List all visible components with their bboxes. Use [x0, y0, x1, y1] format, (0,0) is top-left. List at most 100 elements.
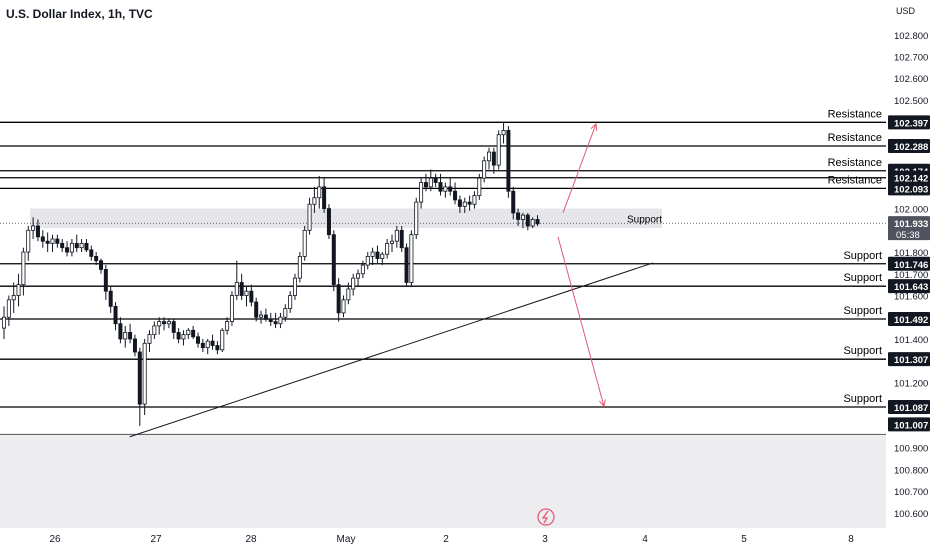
lightning-icon[interactable] [537, 508, 555, 526]
candle-down [457, 199, 462, 207]
bullish-projection-arrow-head [590, 122, 598, 131]
candle-down [74, 242, 79, 249]
price-tag [888, 139, 930, 154]
candle-down [404, 247, 409, 283]
candle-down [331, 234, 336, 286]
candle-up [482, 160, 487, 179]
candle-up [26, 229, 31, 253]
candle-down [215, 345, 220, 351]
candle-up [501, 129, 506, 136]
y-tick-label: 101.700 [894, 270, 928, 281]
y-tick-label: 102.000 [894, 205, 928, 216]
candle-up [360, 264, 365, 275]
candle-down [511, 190, 516, 214]
price-tag [888, 399, 930, 414]
price-tag [888, 181, 930, 196]
candle-down [453, 190, 458, 201]
candle-down [200, 342, 205, 349]
candle-up [292, 277, 297, 296]
price-tag-text: 101.746 [894, 260, 928, 271]
candle-down [268, 319, 273, 322]
lower-shaded-area [0, 434, 886, 528]
candle-down [491, 151, 496, 166]
candle-up [409, 234, 414, 283]
candle-down [506, 129, 511, 192]
y-tick-label: 100.600 [894, 509, 928, 520]
candle-down [273, 321, 278, 325]
candle-up [79, 242, 84, 249]
candle-up [443, 186, 448, 192]
currency-label: USD [896, 6, 916, 16]
candle-up [419, 182, 424, 203]
y-tick-label: 100.800 [894, 465, 928, 476]
resistance-label: Resistance [828, 157, 882, 169]
candle-down [195, 336, 200, 344]
price-tag [888, 311, 930, 326]
candle-up [234, 282, 239, 296]
price-tag-text: 101.643 [894, 282, 928, 293]
price-tag-text: 102.288 [894, 142, 928, 153]
candle-up [6, 299, 11, 318]
candle-down [239, 282, 244, 296]
candle-down [176, 332, 181, 340]
resistance-label: Resistance [828, 174, 882, 186]
price-tag [888, 170, 930, 185]
x-tick-label: 28 [245, 534, 257, 545]
bullish-projection-arrow [562, 123, 597, 214]
y-tick-label: 102.800 [894, 31, 928, 42]
candle-down [375, 251, 380, 259]
candle-up [2, 316, 7, 329]
bearish-projection-arrow-head [599, 399, 606, 408]
candle-down [516, 212, 521, 220]
y-tick-label: 100.700 [894, 487, 928, 498]
candle-up [341, 299, 346, 314]
candle-up [472, 195, 477, 205]
y-tick-label: 101.800 [894, 248, 928, 259]
price-axis[interactable] [886, 0, 932, 550]
candle-down [326, 208, 331, 236]
candle-up [220, 329, 225, 351]
candle-up [123, 332, 128, 340]
candle-up [50, 238, 55, 244]
support-label: Support [843, 305, 882, 317]
candle-up [278, 316, 283, 325]
candle-down [89, 249, 94, 257]
time-axis[interactable] [0, 528, 886, 550]
candle-up [530, 219, 535, 227]
candle-up [21, 251, 26, 286]
support-zone-label: Support [627, 214, 662, 225]
candle-down [45, 240, 50, 244]
candle-down [448, 186, 453, 192]
candle-up [181, 334, 186, 340]
candle-down [128, 332, 133, 340]
resistance-label: Resistance [828, 132, 882, 144]
price-tag-text: 101.087 [894, 403, 928, 414]
support-label: Support [843, 272, 882, 284]
candle-up [16, 284, 21, 296]
candle-down [254, 301, 259, 318]
candle-up [283, 308, 288, 318]
price-tag-text: 102.142 [894, 174, 928, 185]
candle-up [147, 334, 152, 344]
lightning-icon-bolt [541, 510, 549, 524]
x-tick-label: May [337, 534, 356, 545]
x-tick-label: 2 [443, 534, 449, 545]
candle-up [186, 329, 191, 336]
candle-down [467, 201, 472, 205]
candle-down [99, 260, 104, 270]
y-tick-label: 100.900 [894, 444, 928, 455]
candle-up [225, 321, 230, 331]
price-tag-text: 102.093 [894, 184, 928, 195]
price-tag-text: 102.397 [894, 118, 928, 129]
candle-up [297, 255, 302, 279]
candle-down [132, 338, 137, 353]
support-label: Support [843, 250, 882, 262]
candle-down [399, 229, 404, 249]
x-tick-label: 3 [542, 534, 548, 545]
y-tick-label: 102.600 [894, 74, 928, 85]
candle-down [55, 238, 60, 244]
candle-down [108, 290, 113, 307]
x-tick-label: 27 [150, 534, 162, 545]
candle-down [60, 242, 65, 249]
